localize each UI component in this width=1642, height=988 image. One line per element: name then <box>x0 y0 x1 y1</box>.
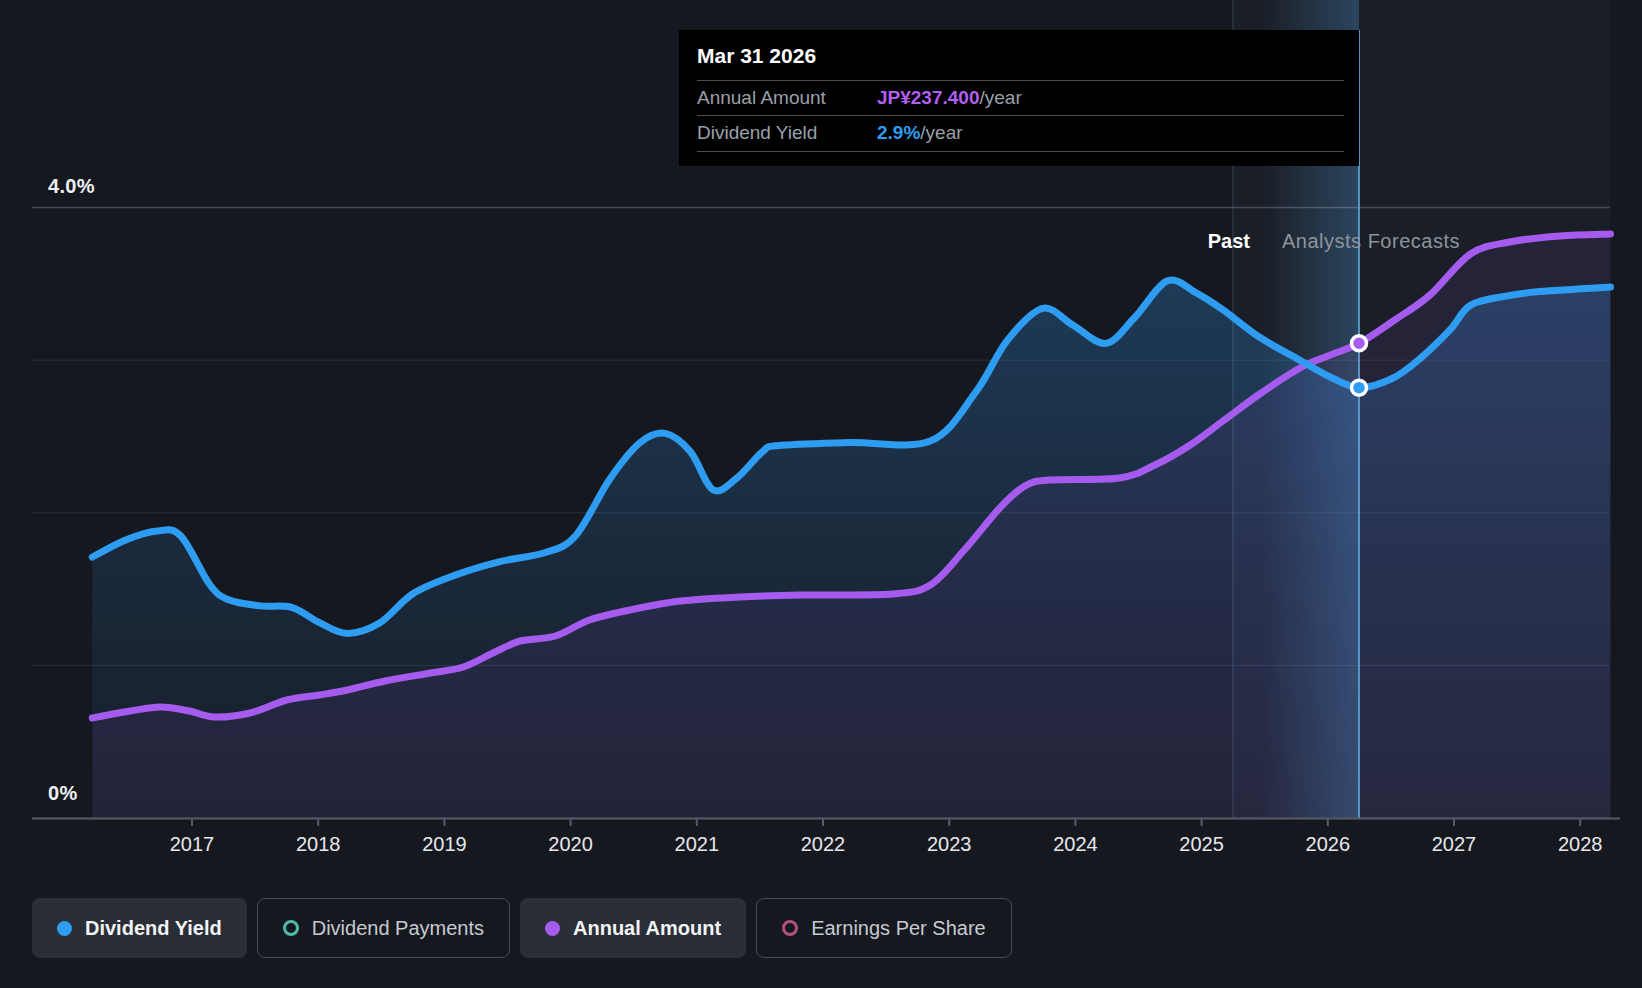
dividend-yield-dot-icon <box>57 921 72 936</box>
y-axis-top-label: 4.0% <box>48 175 95 198</box>
legend-label: Annual Amount <box>573 917 721 940</box>
dividend-chart-page: 4.0% 0% 20172018201920202021202220232024… <box>0 0 1642 988</box>
annual-amount-dot-icon <box>545 921 560 936</box>
x-axis-label: 2024 <box>1012 833 1138 856</box>
past-region-label: Past <box>1100 230 1250 253</box>
legend-chip-annual-amount[interactable]: Annual Amount <box>520 898 746 958</box>
forecast-region-label: Analysts Forecasts <box>1282 230 1460 253</box>
x-axis-label: 2023 <box>886 833 1012 856</box>
tooltip-annual-amount-value: JP¥237.400/year <box>877 80 1022 115</box>
tooltip-date: Mar 31 2026 <box>697 30 816 80</box>
legend-label: Dividend Payments <box>312 917 484 940</box>
tooltip-divider <box>697 151 1344 152</box>
legend-chip-earnings-per-share[interactable]: Earnings Per Share <box>756 898 1012 958</box>
legend: Dividend Yield Dividend Payments Annual Am… <box>32 898 1012 958</box>
annual-amount-marker-dot[interactable] <box>1352 336 1367 351</box>
tooltip-dividend-yield-value: 2.9%/year <box>877 115 963 151</box>
x-axis-label: 2020 <box>508 833 634 856</box>
y-axis-bottom-label: 0% <box>48 782 78 805</box>
legend-chip-dividend-yield[interactable]: Dividend Yield <box>32 898 247 958</box>
x-axis-label: 2026 <box>1265 833 1391 856</box>
earnings-per-share-ring-icon <box>782 920 798 936</box>
x-axis-label: 2017 <box>129 833 255 856</box>
x-axis-label: 2022 <box>760 833 886 856</box>
tooltip-dividend-yield-label: Dividend Yield <box>697 115 817 151</box>
tooltip-annual-amount-label: Annual Amount <box>697 80 826 115</box>
dividend-yield-marker-dot[interactable] <box>1352 380 1367 395</box>
legend-label: Dividend Yield <box>85 917 222 940</box>
dividend-payments-ring-icon <box>283 920 299 936</box>
hover-tooltip: Mar 31 2026 Annual Amount JP¥237.400/yea… <box>679 30 1359 166</box>
x-axis-label: 2021 <box>634 833 760 856</box>
x-axis-label: 2018 <box>255 833 381 856</box>
x-axis-label: 2028 <box>1517 833 1642 856</box>
x-axis-label: 2027 <box>1391 833 1517 856</box>
x-axis-label: 2019 <box>381 833 507 856</box>
x-axis-label: 2025 <box>1139 833 1265 856</box>
legend-label: Earnings Per Share <box>811 917 986 940</box>
legend-chip-dividend-payments[interactable]: Dividend Payments <box>257 898 510 958</box>
